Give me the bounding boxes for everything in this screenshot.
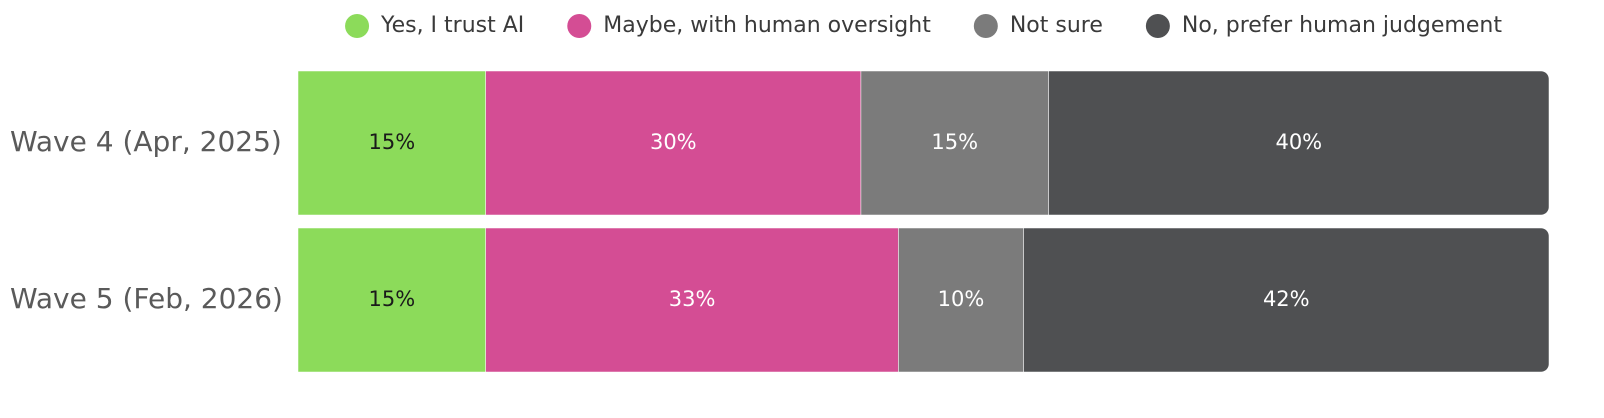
value-label: 33% <box>669 287 716 311</box>
bar-segment <box>298 71 486 215</box>
legend: Yes, I trust AI Maybe, with human oversig… <box>345 13 1502 38</box>
value-label: 15% <box>931 130 978 154</box>
legend-marker <box>1145 14 1170 38</box>
value-label: 15% <box>368 287 415 311</box>
legend-label: Maybe, with human oversight <box>603 13 931 38</box>
bar-segment <box>860 71 1049 215</box>
category-label: Wave 5 (Feb, 2026) <box>10 282 283 315</box>
bar-row <box>298 228 1549 372</box>
legend-marker <box>973 14 998 38</box>
category-label: Wave 4 (Apr, 2025) <box>10 125 282 158</box>
bar-row <box>298 71 1549 215</box>
bar-segment <box>1048 71 1549 215</box>
value-label: 15% <box>368 130 415 154</box>
legend-marker <box>567 14 592 38</box>
legend-label: Yes, I trust AI <box>380 13 524 38</box>
legend-marker <box>345 14 370 38</box>
bar-segment <box>485 228 899 372</box>
value-label: 10% <box>938 287 985 311</box>
bar-segment <box>1023 228 1549 372</box>
value-label: 42% <box>1263 287 1310 311</box>
legend-label: No, prefer human judgement <box>1182 13 1502 38</box>
value-label: 30% <box>650 130 697 154</box>
value-label: 40% <box>1275 130 1322 154</box>
legend-label: Not sure <box>1010 13 1103 38</box>
bar-segment <box>485 71 862 215</box>
bar-segment <box>898 228 1024 372</box>
